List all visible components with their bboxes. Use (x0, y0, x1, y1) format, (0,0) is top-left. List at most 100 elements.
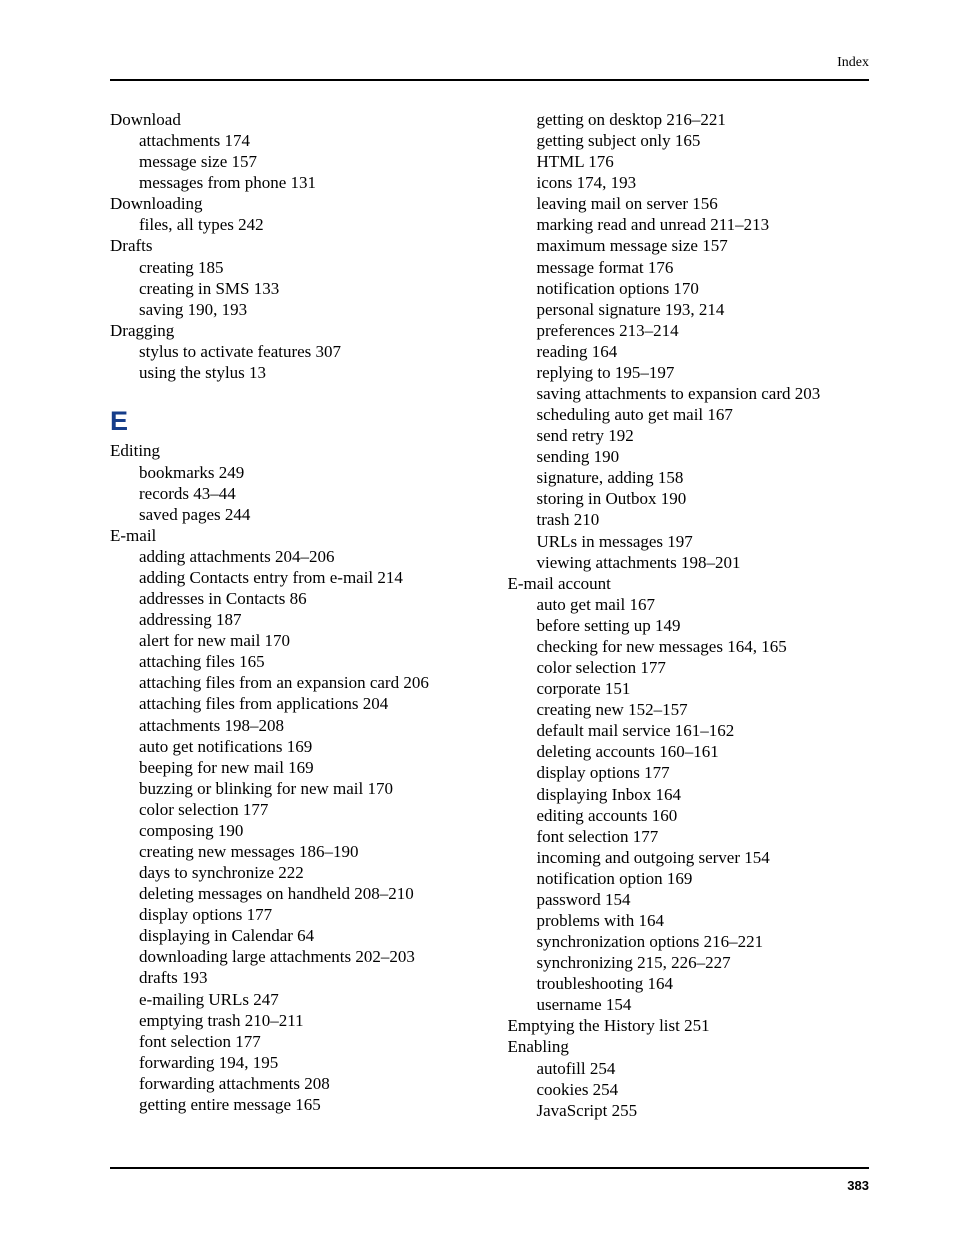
index-subentry: attaching files 165 (110, 651, 472, 672)
index-subentry: emptying trash 210–211 (110, 1010, 472, 1031)
index-subentry: saved pages 244 (110, 504, 472, 525)
index-subentry: display options 177 (508, 762, 870, 783)
index-subentry: replying to 195–197 (508, 362, 870, 383)
index-subentry: deleting accounts 160–161 (508, 741, 870, 762)
index-subentry: leaving mail on server 156 (508, 193, 870, 214)
index-subentry: font selection 177 (110, 1031, 472, 1052)
index-entry-head: Download (110, 109, 472, 130)
index-subentry: signature, adding 158 (508, 467, 870, 488)
column-left: Downloadattachments 174message size 157m… (110, 109, 472, 1115)
index-subentry: attaching files from applications 204 (110, 693, 472, 714)
index-subentry: viewing attachments 198–201 (508, 552, 870, 573)
index-subentry: auto get mail 167 (508, 594, 870, 615)
index-subentry: color selection 177 (110, 799, 472, 820)
index-subentry: files, all types 242 (110, 214, 472, 235)
index-subentry: scheduling auto get mail 167 (508, 404, 870, 425)
index-subentry: getting subject only 165 (508, 130, 870, 151)
index-subentry: cookies 254 (508, 1079, 870, 1100)
index-subentry: alert for new mail 170 (110, 630, 472, 651)
index-subentry: getting on desktop 216–221 (508, 109, 870, 130)
index-subentry: creating new messages 186–190 (110, 841, 472, 862)
index-subentry: URLs in messages 197 (508, 531, 870, 552)
index-subentry: drafts 193 (110, 967, 472, 988)
index-entry-head: E-mail account (508, 573, 870, 594)
index-subentry: attaching files from an expansion card 2… (110, 672, 472, 693)
index-subentry: auto get notifications 169 (110, 736, 472, 757)
index-subentry: icons 174, 193 (508, 172, 870, 193)
index-subentry: adding Contacts entry from e-mail 214 (110, 567, 472, 588)
index-subentry: password 154 (508, 889, 870, 910)
index-subentry: attachments 174 (110, 130, 472, 151)
index-subentry: checking for new messages 164, 165 (508, 636, 870, 657)
index-subentry: message size 157 (110, 151, 472, 172)
index-subentry: creating new 152–157 (508, 699, 870, 720)
index-subentry: saving attachments to expansion card 203 (508, 383, 870, 404)
index-entry-head: Downloading (110, 193, 472, 214)
index-subentry: font selection 177 (508, 826, 870, 847)
page-number: 383 (847, 1178, 869, 1193)
header-section-label: Index (110, 55, 869, 81)
section-letter: E (110, 405, 472, 438)
index-subentry: preferences 213–214 (508, 320, 870, 341)
index-subentry: maximum message size 157 (508, 235, 870, 256)
index-subentry: reading 164 (508, 341, 870, 362)
column-right: getting on desktop 216–221getting subjec… (508, 109, 870, 1121)
index-page: Index Downloadattachments 174message siz… (0, 0, 954, 1235)
index-subentry: default mail service 161–162 (508, 720, 870, 741)
index-subentry: sending 190 (508, 446, 870, 467)
index-subentry: records 43–44 (110, 483, 472, 504)
index-entry-head: Emptying the History list 251 (508, 1015, 870, 1036)
index-subentry: adding attachments 204–206 (110, 546, 472, 567)
index-subentry: downloading large attachments 202–203 (110, 946, 472, 967)
index-subentry: beeping for new mail 169 (110, 757, 472, 778)
index-subentry: attachments 198–208 (110, 715, 472, 736)
index-subentry: before setting up 149 (508, 615, 870, 636)
index-subentry: stylus to activate features 307 (110, 341, 472, 362)
index-subentry: display options 177 (110, 904, 472, 925)
index-subentry: marking read and unread 211–213 (508, 214, 870, 235)
index-subentry: creating 185 (110, 257, 472, 278)
index-entry-head: Editing (110, 440, 472, 461)
index-entry-head: E-mail (110, 525, 472, 546)
index-subentry: synchronizing 215, 226–227 (508, 952, 870, 973)
index-subentry: buzzing or blinking for new mail 170 (110, 778, 472, 799)
index-subentry: notification options 170 (508, 278, 870, 299)
index-subentry: creating in SMS 133 (110, 278, 472, 299)
index-subentry: saving 190, 193 (110, 299, 472, 320)
index-subentry: composing 190 (110, 820, 472, 841)
index-subentry: troubleshooting 164 (508, 973, 870, 994)
index-subentry: displaying in Calendar 64 (110, 925, 472, 946)
index-subentry: notification option 169 (508, 868, 870, 889)
index-subentry: messages from phone 131 (110, 172, 472, 193)
index-subentry: autofill 254 (508, 1058, 870, 1079)
index-subentry: storing in Outbox 190 (508, 488, 870, 509)
index-subentry: username 154 (508, 994, 870, 1015)
index-entry-head: Dragging (110, 320, 472, 341)
index-subentry: bookmarks 249 (110, 462, 472, 483)
index-subentry: message format 176 (508, 257, 870, 278)
index-subentry: days to synchronize 222 (110, 862, 472, 883)
index-subentry: problems with 164 (508, 910, 870, 931)
index-subentry: personal signature 193, 214 (508, 299, 870, 320)
footer: 383 (110, 1167, 869, 1195)
index-subentry: incoming and outgoing server 154 (508, 847, 870, 868)
index-subentry: forwarding 194, 195 (110, 1052, 472, 1073)
index-subentry: JavaScript 255 (508, 1100, 870, 1121)
index-subentry: addresses in Contacts 86 (110, 588, 472, 609)
index-subentry: trash 210 (508, 509, 870, 530)
index-subentry: send retry 192 (508, 425, 870, 446)
index-subentry: editing accounts 160 (508, 805, 870, 826)
index-entry-head: Enabling (508, 1036, 870, 1057)
index-subentry: corporate 151 (508, 678, 870, 699)
index-subentry: displaying Inbox 164 (508, 784, 870, 805)
index-subentry: using the stylus 13 (110, 362, 472, 383)
index-subentry: HTML 176 (508, 151, 870, 172)
index-subentry: getting entire message 165 (110, 1094, 472, 1115)
index-subentry: e-mailing URLs 247 (110, 989, 472, 1010)
index-subentry: addressing 187 (110, 609, 472, 630)
index-subentry: synchronization options 216–221 (508, 931, 870, 952)
index-subentry: color selection 177 (508, 657, 870, 678)
index-subentry: deleting messages on handheld 208–210 (110, 883, 472, 904)
index-subentry: forwarding attachments 208 (110, 1073, 472, 1094)
index-columns: Downloadattachments 174message size 157m… (110, 109, 869, 1121)
